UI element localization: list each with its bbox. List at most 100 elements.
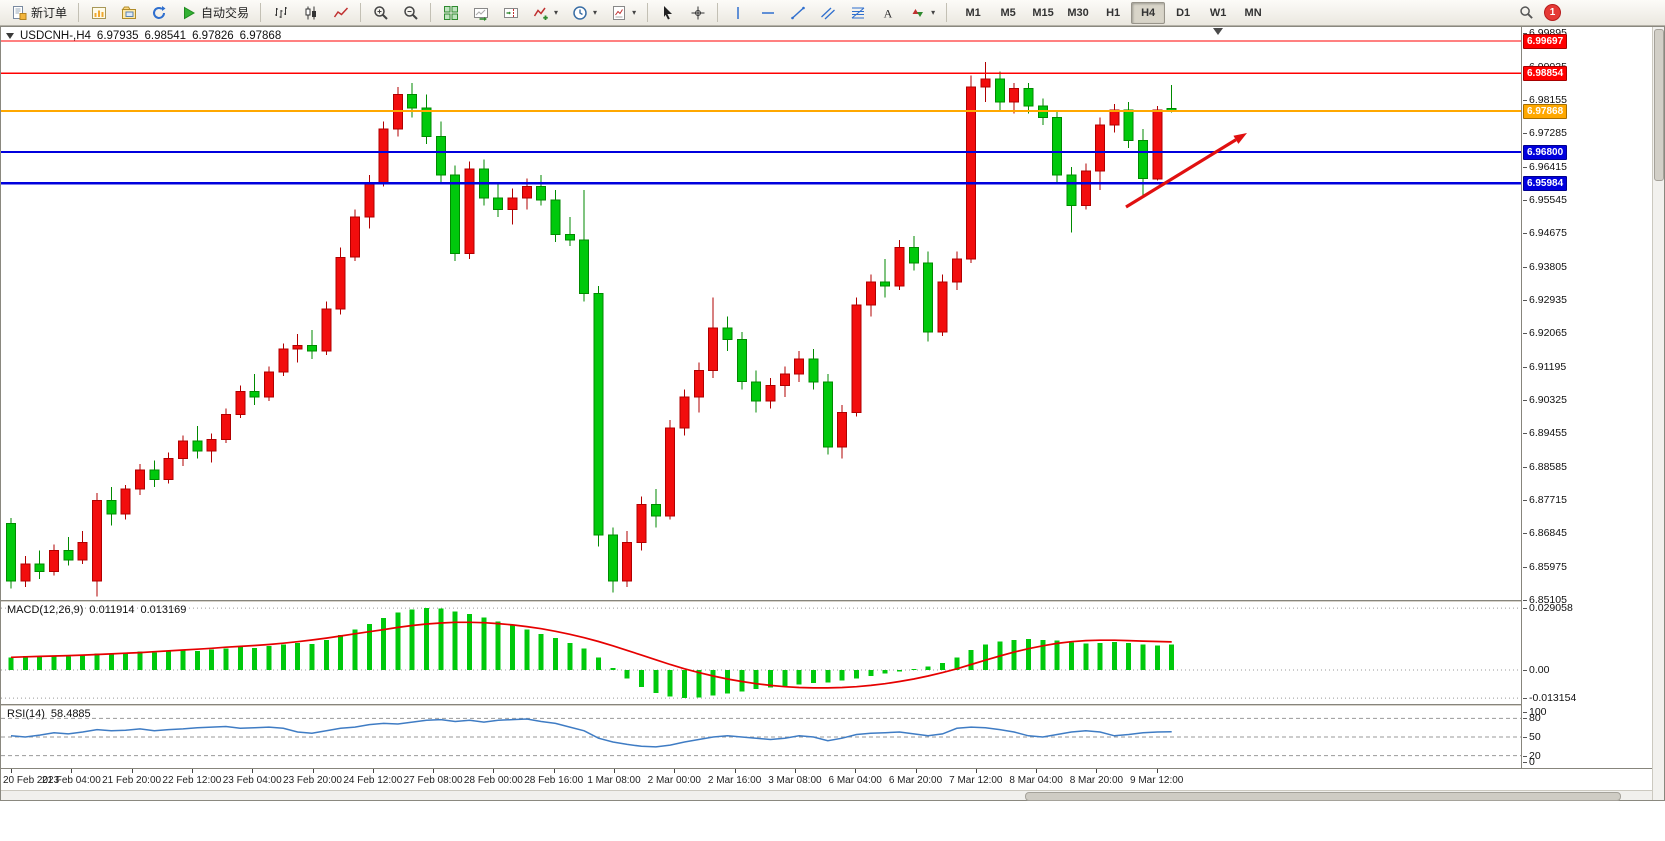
macd-histogram-bar [22, 656, 28, 671]
periods-button[interactable]: ▾ [565, 1, 603, 25]
horizontal-scrollbar-thumb[interactable] [1024, 792, 1621, 801]
macd-histogram-bar [811, 670, 816, 684]
candle-body [1152, 109, 1163, 180]
time-axis-tick [1156, 769, 1158, 773]
text-button[interactable]: A [873, 1, 902, 25]
candle-body [1080, 170, 1091, 207]
line-chart-button[interactable] [326, 1, 355, 25]
candle-body [636, 503, 647, 544]
pane-splitter[interactable] [1, 600, 1664, 602]
bar-chart-button[interactable] [266, 1, 295, 25]
candle-body [120, 488, 131, 515]
macd-histogram-bar [381, 617, 387, 670]
timeframe-button-mn[interactable]: MN [1244, 6, 1262, 19]
arrows-icon [909, 4, 926, 21]
vertical-line-button[interactable] [723, 1, 752, 25]
candle-body [765, 385, 776, 402]
horizontal-price-lines [1, 40, 1521, 185]
timeframe-button-m30[interactable]: M30 [1067, 6, 1089, 19]
price-axis-label: 6.98155 [1523, 94, 1567, 106]
fibonacci-icon [849, 4, 866, 21]
candle-body [6, 523, 16, 582]
macd-histogram-bar [553, 638, 558, 671]
time-axis-tick [614, 769, 615, 773]
macd-histogram-bar [653, 670, 659, 693]
dropdown-caret-icon: ▾ [554, 8, 559, 17]
search-icon[interactable] [1518, 4, 1535, 21]
macd-histogram [8, 608, 1175, 699]
macd-histogram-bar [925, 666, 931, 670]
crosshair-button[interactable] [683, 1, 712, 25]
macd-pane[interactable]: MACD(12,26,9) 0.011914 0.013169 [1, 602, 1521, 704]
macd-histogram-bar [123, 653, 129, 670]
macd-histogram-bar [166, 651, 172, 670]
price-axis-label: 6.93805 [1523, 260, 1567, 273]
candle-body [493, 197, 504, 210]
horizontal-scrollbar[interactable] [1, 790, 1652, 801]
price-axis-label: 6.89455 [1523, 427, 1567, 440]
timeframe-button-m15[interactable]: M15 [1032, 6, 1054, 19]
candlestick-button[interactable] [296, 1, 325, 25]
timeframe-button-m1[interactable]: M1 [965, 6, 981, 19]
macd-axis-label: 0.00 [1522, 664, 1550, 676]
candle-body [1023, 88, 1034, 107]
indicators-button[interactable]: ▾ [526, 1, 564, 25]
chart-shift-marker-icon[interactable] [1213, 28, 1223, 35]
candle-body [521, 185, 532, 199]
zoom-in-button[interactable] [366, 1, 395, 25]
price-axis[interactable]: 6.998956.990256.981556.972856.964156.955… [1521, 27, 1652, 768]
arrow-shaft[interactable] [1125, 138, 1237, 209]
fibonacci-button[interactable] [843, 1, 872, 25]
candle-body [822, 381, 833, 448]
macd-histogram-bar [323, 640, 329, 670]
macd-histogram-bar [495, 621, 501, 671]
new-order-button[interactable]: 新订单 [4, 1, 73, 25]
channel-button[interactable] [813, 1, 842, 25]
rsi-axis-label: 20 [1523, 749, 1541, 762]
chart-shift-button[interactable] [496, 1, 525, 25]
templates-button[interactable]: ▾ [604, 1, 642, 25]
pane-splitter[interactable] [1, 704, 1664, 706]
cursor-button[interactable] [653, 1, 682, 25]
new-chart-button[interactable] [84, 1, 113, 25]
timeframe-toolbar: M1 M5 M15 M30 H1 H4 D1 W1 MN [956, 1, 1270, 24]
one-click-trading-toggle-icon[interactable] [6, 33, 14, 39]
macd-histogram-bar [295, 643, 301, 670]
vertical-scrollbar-thumb[interactable] [1654, 29, 1664, 181]
macd-histogram-bar [1097, 642, 1103, 671]
timeframe-button-w1[interactable]: W1 [1209, 6, 1227, 19]
tile-windows-button[interactable] [436, 1, 465, 25]
macd-histogram-bar [151, 652, 157, 671]
candle-body [135, 469, 145, 490]
price-axis-label: 6.95545 [1523, 194, 1567, 206]
timeframe-button-m5[interactable]: M5 [1000, 6, 1016, 19]
profiles-button[interactable] [114, 1, 143, 25]
price-line-tag: 6.96800 [1523, 144, 1568, 160]
timeframe-button-d1[interactable]: D1 [1176, 6, 1191, 19]
time-axis[interactable]: 20 Feb 2023 21 Feb 04:00 21 Feb 20:00 22 Fe… [1, 768, 1652, 790]
macd-histogram-bar [1126, 642, 1132, 671]
candle-body [321, 308, 332, 352]
rsi-axis-label: 80 [1523, 712, 1541, 725]
vertical-scrollbar[interactable] [1652, 27, 1664, 800]
arrows-button[interactable]: ▾ [903, 1, 941, 25]
refresh-button[interactable] [144, 1, 173, 25]
timeframe-button-h1[interactable]: H1 [1106, 6, 1121, 19]
auto-scroll-button[interactable] [466, 1, 495, 25]
horizontal-line-button[interactable] [753, 1, 782, 25]
macd-histogram-bar [753, 670, 759, 690]
timeframe-button-h4[interactable]: H4 [1131, 1, 1166, 24]
svg-text:A: A [883, 6, 892, 20]
zoom-out-button[interactable] [396, 1, 425, 25]
candle-body [1123, 109, 1134, 142]
trendline-button[interactable] [783, 1, 812, 25]
autotrade-button[interactable]: 自动交易 [174, 1, 255, 25]
bar-open: 6.97935 [96, 30, 139, 42]
rsi-axis-label: 100 [1523, 706, 1547, 718]
price-chart-pane[interactable]: USDCNH-,H4 6.97935 6.98541 6.97826 6.978… [1, 27, 1521, 600]
notification-badge[interactable]: 1 [1544, 4, 1561, 21]
rsi-pane[interactable]: RSI(14) 58.4885 [1, 706, 1521, 768]
macd-histogram-bar [467, 614, 473, 670]
toolbar-separator [260, 3, 262, 22]
macd-histogram-bar [897, 670, 902, 672]
